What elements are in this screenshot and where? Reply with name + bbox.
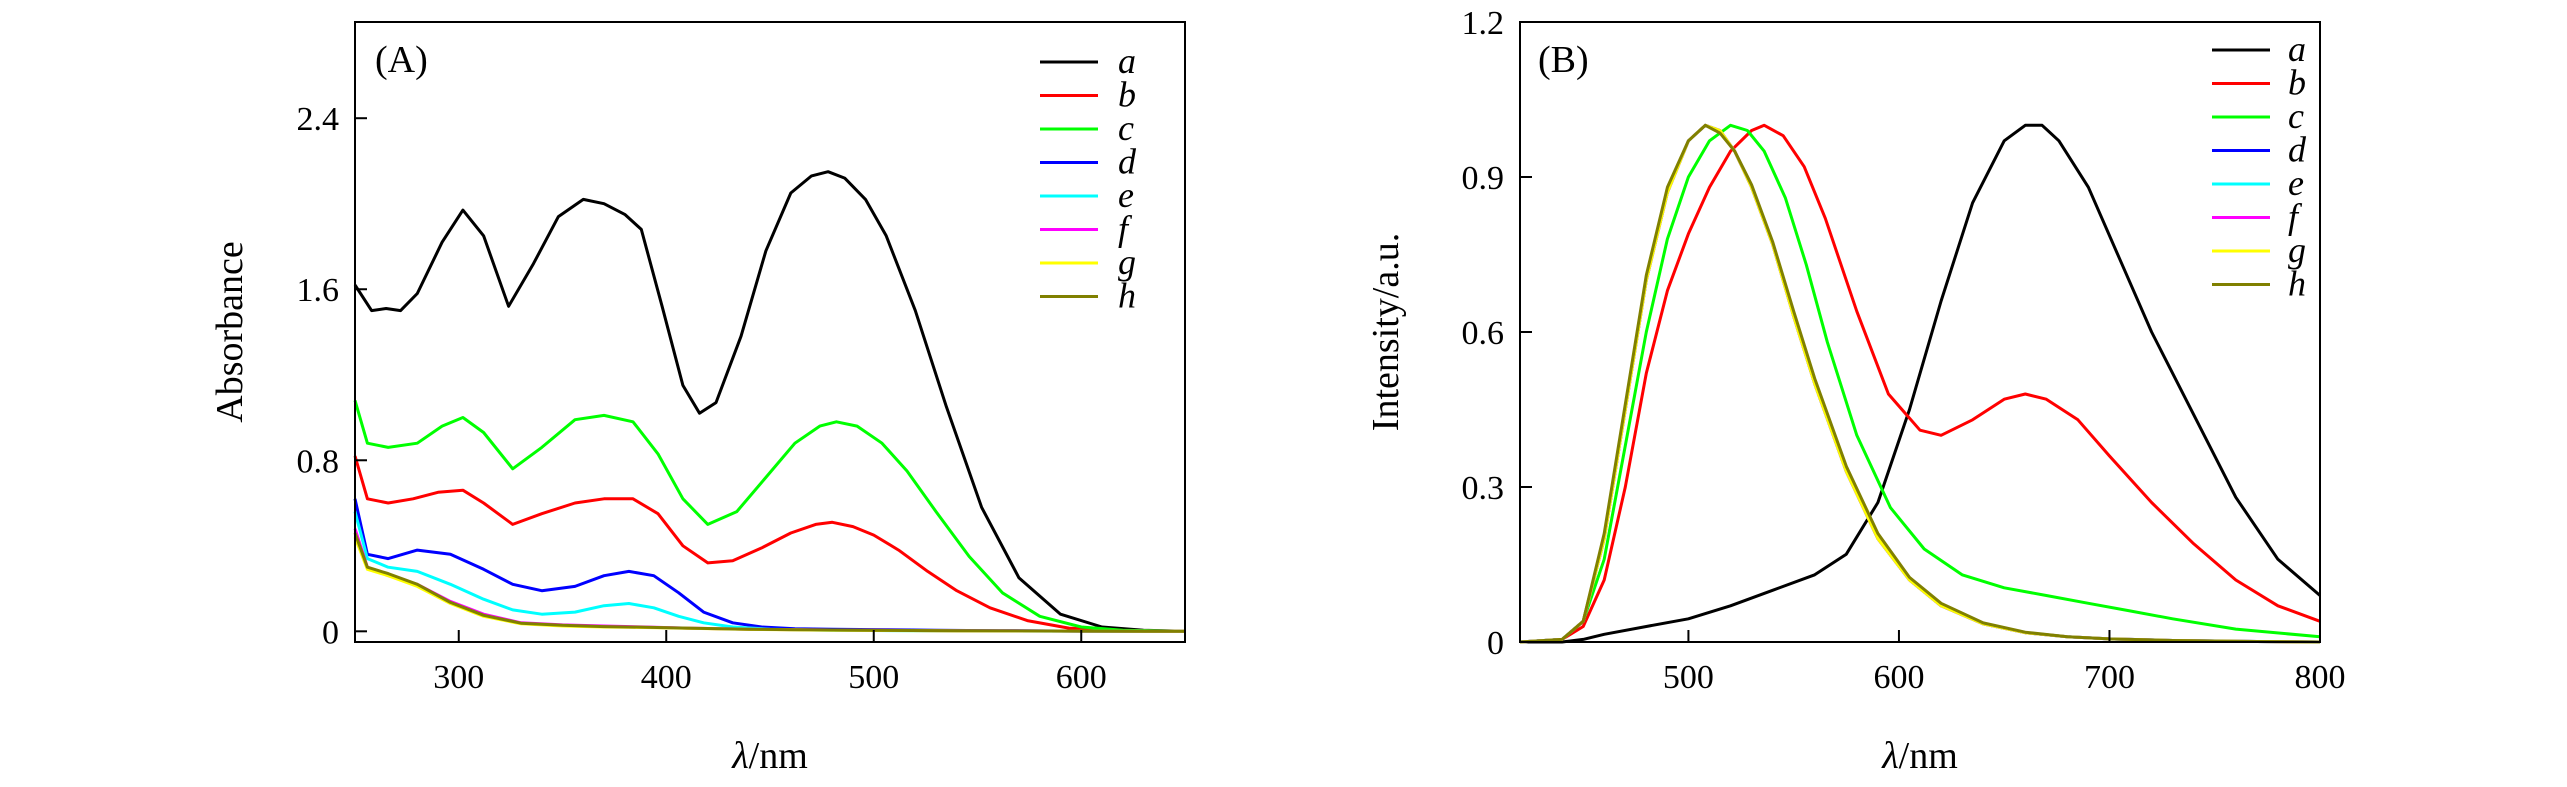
- panel-b-ytick-label: 0.6: [1462, 315, 1505, 352]
- panel-a-xlabel: λ/nm: [731, 735, 808, 777]
- panel-b-legend-label-c: c: [2288, 96, 2304, 136]
- panel-b-ytick-label: 0.3: [1462, 470, 1505, 507]
- panel-a-legend-label-h: h: [1118, 276, 1136, 316]
- panel-a-legend-label-c: c: [1118, 108, 1134, 148]
- panel-a-xtick-label: 400: [641, 659, 692, 696]
- panel-a-series-group: [353, 170, 1186, 633]
- panel-a-legend-label-g: g: [1118, 242, 1136, 282]
- panel-a-ytick-label: 0.8: [297, 443, 340, 480]
- panel-b-ticks: 500 600 700 800 0 0.3 0.6 0.9 1.2: [1462, 5, 2346, 696]
- panel-b-chart: 500 600 700 800 0 0.3 0.6 0.9 1.2 (B) Intensity/…: [1365, 5, 2346, 777]
- panel-b-xtick-label: 600: [1873, 659, 1924, 696]
- panel-b-xlabel-symbol: λ: [1881, 735, 1898, 777]
- panel-b-xtick-label: 800: [2295, 659, 2346, 696]
- panel-b-legend-label-e: e: [2288, 163, 2304, 203]
- panel-b-series-e: [1519, 123, 2321, 644]
- panel-b-series-d: [1519, 123, 2321, 644]
- panel-a-series-a: [353, 170, 1186, 633]
- panel-b-ytick-label: 0: [1487, 625, 1504, 662]
- panel-a-series-h: [353, 532, 1186, 633]
- panel-b-legend-label-b: b: [2288, 63, 2306, 103]
- panel-a-chart: 300 400 500 600 0 0.8 1.6 2.4 (A) Absorbance λ/…: [209, 21, 1186, 777]
- panel-a-legend-label-d: d: [1118, 142, 1137, 182]
- panel-a-ylabel: Absorbance: [209, 241, 251, 422]
- panel-b-legend-label-g: g: [2288, 230, 2306, 270]
- panel-b-label: (B): [1538, 39, 1589, 81]
- panel-a-xlabel-symbol: λ: [731, 735, 748, 777]
- panel-a-frame: [354, 21, 1186, 643]
- panel-b-xtick-label: 700: [2084, 659, 2135, 696]
- panel-a-ytick-label: 1.6: [297, 272, 340, 309]
- panel-a-xtick-label: 300: [433, 659, 484, 696]
- panel-b-ytick-label: 1.2: [1462, 5, 1505, 42]
- panel-b-xlabel: λ/nm: [1881, 735, 1958, 777]
- panel-a-ticks: 300 400 500 600 0 0.8 1.6 2.4: [297, 101, 1107, 696]
- panel-b-series-b: [1519, 123, 2321, 644]
- panel-a-ytick-label: 2.4: [297, 101, 340, 138]
- panel-a-series-c: [353, 399, 1186, 633]
- panel-b-series-a: [1520, 123, 2321, 644]
- panel-b-xlabel-unit: /nm: [1899, 735, 1958, 777]
- panel-a-series-g: [353, 536, 1186, 633]
- panel-b-ytick-label: 0.9: [1462, 160, 1505, 197]
- panel-a-xtick-label: 600: [1056, 659, 1107, 696]
- panel-a-legend-label-b: b: [1118, 75, 1136, 115]
- panel-b-xtick-label: 500: [1663, 659, 1714, 696]
- panel-b-series-group: [1519, 123, 2321, 644]
- panel-b-ylabel: Intensity/a.u.: [1365, 233, 1407, 431]
- panel-b-legend-label-d: d: [2288, 130, 2307, 170]
- panel-b-series-h: [1519, 123, 2321, 644]
- panel-a-series-b: [353, 455, 1185, 633]
- panel-b-series-g: [1519, 123, 2321, 644]
- panel-b-series-f: [1519, 123, 2321, 644]
- panel-a-legend-label-e: e: [1118, 175, 1134, 215]
- panel-a-xtick-label: 500: [848, 659, 899, 696]
- panel-a-label: (A): [375, 39, 428, 81]
- panel-a-legend-label-a: a: [1118, 41, 1136, 81]
- panel-b-legend-label-a: a: [2288, 29, 2306, 69]
- panel-b-legend-label-h: h: [2288, 264, 2306, 304]
- panel-a-xlabel-unit: /nm: [749, 735, 808, 777]
- panel-a-ytick-label: 0: [322, 614, 339, 651]
- panel-b-series-c: [1519, 123, 2321, 644]
